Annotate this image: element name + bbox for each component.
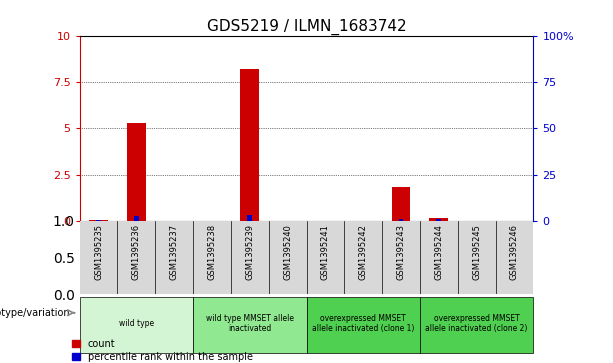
Text: wild type MMSET allele
inactivated: wild type MMSET allele inactivated: [206, 314, 294, 334]
Text: GSM1395238: GSM1395238: [207, 224, 216, 280]
Text: GSM1395236: GSM1395236: [132, 224, 141, 280]
Bar: [248, 215, 252, 221]
Bar: [127, 123, 146, 221]
Text: GSM1395239: GSM1395239: [245, 224, 254, 280]
Text: GSM1395242: GSM1395242: [359, 224, 368, 280]
Bar: [392, 187, 411, 221]
Bar: [193, 297, 306, 353]
Text: GSM1395237: GSM1395237: [170, 224, 179, 280]
Bar: [134, 216, 139, 221]
Title: GDS5219 / ILMN_1683742: GDS5219 / ILMN_1683742: [207, 19, 406, 35]
Bar: [429, 218, 448, 221]
Text: GSM1395246: GSM1395246: [510, 224, 519, 280]
Bar: [89, 220, 108, 221]
Bar: [80, 297, 193, 353]
Text: overexpressed MMSET
allele inactivated (clone 1): overexpressed MMSET allele inactivated (…: [312, 314, 414, 334]
Text: overexpressed MMSET
allele inactivated (clone 2): overexpressed MMSET allele inactivated (…: [425, 314, 528, 334]
Text: wild type: wild type: [119, 319, 154, 328]
Bar: [436, 219, 441, 221]
Text: GSM1395235: GSM1395235: [94, 224, 103, 280]
Text: GSM1395240: GSM1395240: [283, 224, 292, 280]
Bar: [398, 219, 403, 221]
Text: genotype/variation: genotype/variation: [0, 308, 70, 318]
Text: GSM1395243: GSM1395243: [397, 224, 406, 280]
Legend: count, percentile rank within the sample: count, percentile rank within the sample: [72, 339, 253, 362]
Text: GSM1395244: GSM1395244: [434, 224, 443, 280]
Bar: [420, 297, 533, 353]
Bar: [306, 297, 420, 353]
Text: GSM1395245: GSM1395245: [472, 224, 481, 280]
Text: GSM1395241: GSM1395241: [321, 224, 330, 280]
Bar: [240, 69, 259, 221]
